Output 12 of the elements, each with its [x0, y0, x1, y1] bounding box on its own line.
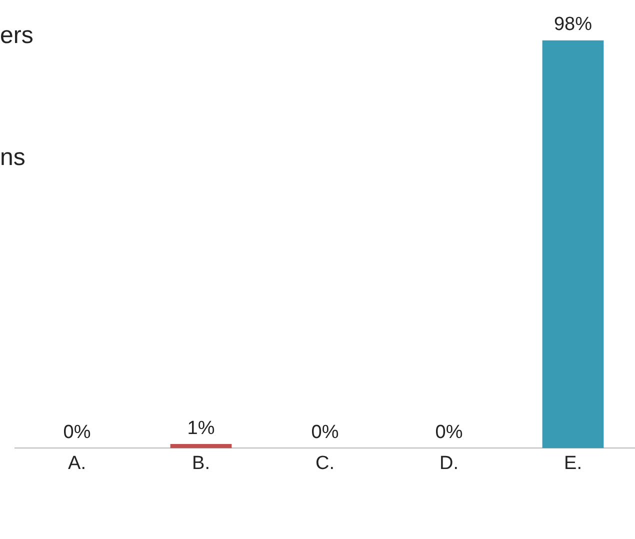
data-label: 0% [63, 422, 91, 443]
annotation: ns [0, 144, 26, 172]
x-tick-label: D. [440, 452, 458, 474]
data-label: 1% [187, 418, 215, 439]
x-tick-label: E. [564, 452, 582, 474]
x-tick-label: B. [192, 452, 210, 474]
data-label: 0% [435, 422, 463, 443]
data-label: 98% [554, 14, 592, 36]
x-tick-label: C. [316, 452, 334, 474]
annotation: ers [0, 22, 34, 50]
data-label: 0% [311, 422, 339, 443]
x-tick-label: A. [68, 452, 86, 474]
